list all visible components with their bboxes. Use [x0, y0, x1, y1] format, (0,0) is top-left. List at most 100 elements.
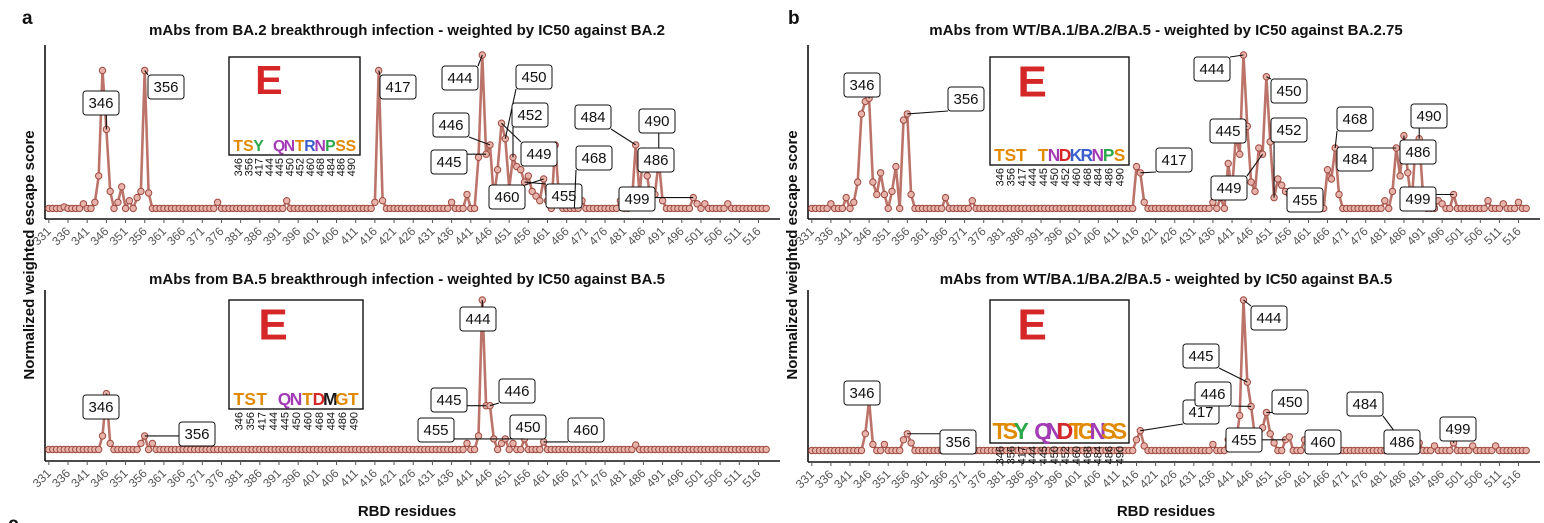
escape-score-line — [48, 298, 767, 451]
logo-position-label: 417 — [1016, 168, 1028, 186]
callout-label: 446 — [438, 117, 463, 134]
data-point — [378, 197, 387, 205]
logo-letter: E — [1018, 58, 1047, 107]
logo-letter: N — [1048, 145, 1060, 165]
logo-letter: S — [1114, 145, 1126, 165]
callout-box — [1346, 391, 1384, 417]
logo-letter: D — [313, 389, 326, 409]
callout-leader — [144, 70, 149, 76]
logo-position-label: 452 — [295, 158, 307, 176]
data-point — [459, 445, 467, 454]
callout-leader — [1140, 171, 1157, 174]
data-point — [98, 432, 107, 440]
data-point — [1236, 411, 1244, 420]
callout-leader — [610, 128, 637, 146]
data-point — [1381, 197, 1389, 205]
callout-box — [82, 394, 120, 420]
data-point — [1446, 204, 1454, 213]
callout-label: 486 — [643, 152, 668, 169]
callout-box — [1225, 427, 1263, 453]
data-point — [701, 200, 709, 208]
data-point — [842, 193, 850, 202]
logo-position-label: 450 — [291, 412, 303, 430]
callout-box — [509, 414, 547, 440]
logo-letter: T — [233, 138, 243, 155]
logo-letter: K — [1070, 145, 1083, 165]
data-point — [447, 198, 456, 207]
callout-leader — [1140, 423, 1184, 432]
callout-label: 499 — [624, 191, 649, 208]
logo-letter: Q — [1034, 418, 1052, 444]
callout-leader — [1334, 130, 1338, 149]
callout-label: 486 — [1389, 434, 1414, 451]
logo-frame — [989, 56, 1130, 166]
data-point — [493, 445, 502, 454]
logo-letter: S — [346, 138, 356, 155]
data-point — [1327, 175, 1336, 183]
data-point — [693, 200, 701, 208]
data-point — [643, 172, 651, 180]
logo-letter: S — [243, 138, 253, 155]
data-point — [517, 166, 525, 174]
callout-box — [488, 184, 526, 210]
data-point — [95, 445, 103, 454]
data-point — [896, 204, 904, 213]
data-point — [1247, 178, 1255, 186]
logo-position-label: 452 — [1060, 446, 1072, 464]
logo-position-label: 484 — [325, 412, 337, 430]
logo-position-label: 346 — [233, 158, 245, 176]
data-point — [283, 197, 291, 205]
logo-letter: E — [258, 301, 287, 350]
callout-label: 455 — [423, 422, 448, 439]
data-point — [474, 153, 483, 162]
callout-box — [1286, 187, 1324, 213]
callout-leader — [501, 122, 522, 143]
callout-label: 356 — [953, 91, 978, 108]
logo-position-label: 486 — [336, 158, 348, 176]
data-point — [892, 162, 900, 171]
data-point — [896, 446, 904, 455]
logo-position-label: 460 — [302, 412, 314, 430]
callout-box — [459, 306, 497, 332]
logo-letter: S — [1101, 418, 1116, 444]
data-point — [823, 204, 831, 213]
logo-letter: G — [335, 389, 349, 409]
logo-letter: T — [256, 389, 267, 409]
data-point — [1213, 204, 1221, 213]
data-point — [532, 192, 540, 200]
data-point — [1278, 446, 1286, 455]
callout-label: 460 — [1310, 434, 1335, 451]
callout-leader — [468, 136, 491, 146]
callout-label: 484 — [580, 109, 605, 126]
logo-letter: T — [992, 418, 1006, 444]
callout-box — [432, 112, 470, 138]
data-point — [724, 200, 732, 208]
sequence-logo-inset: 346T356S417T444E445Q450N460T468D484M486G… — [228, 299, 364, 430]
logo-letter: N — [1046, 418, 1063, 444]
chart-ba5-breakthrough-ba5: mAbs from BA.5 breakthrough infection - … — [30, 271, 780, 520]
logo-position-label: 450 — [1049, 446, 1061, 464]
data-point — [1132, 162, 1141, 171]
logo-letter: D — [1059, 145, 1071, 165]
callout-label: 452 — [517, 107, 542, 124]
callout-box — [567, 417, 605, 443]
data-point — [899, 436, 908, 444]
data-point — [888, 187, 896, 196]
data-point — [899, 116, 908, 124]
logo-position-label: 346 — [994, 446, 1006, 464]
logo-position-label: 460 — [1071, 168, 1083, 186]
data-point — [876, 169, 885, 177]
logo-letter: G — [1078, 418, 1096, 444]
callout-label: 356 — [153, 79, 178, 96]
callout-leader — [524, 178, 544, 186]
logo-position-label: 356 — [245, 412, 257, 430]
logo-letter: N — [1089, 418, 1106, 444]
logo-letter: E — [1018, 301, 1047, 350]
data-point — [125, 197, 134, 205]
logo-letter: S — [1005, 145, 1017, 165]
logo-position-label: 490 — [1115, 446, 1127, 464]
logo-letter: E — [255, 57, 282, 103]
callout-label: 444 — [1199, 61, 1224, 78]
data-point — [106, 439, 114, 448]
logo-letter: D — [1057, 418, 1074, 444]
